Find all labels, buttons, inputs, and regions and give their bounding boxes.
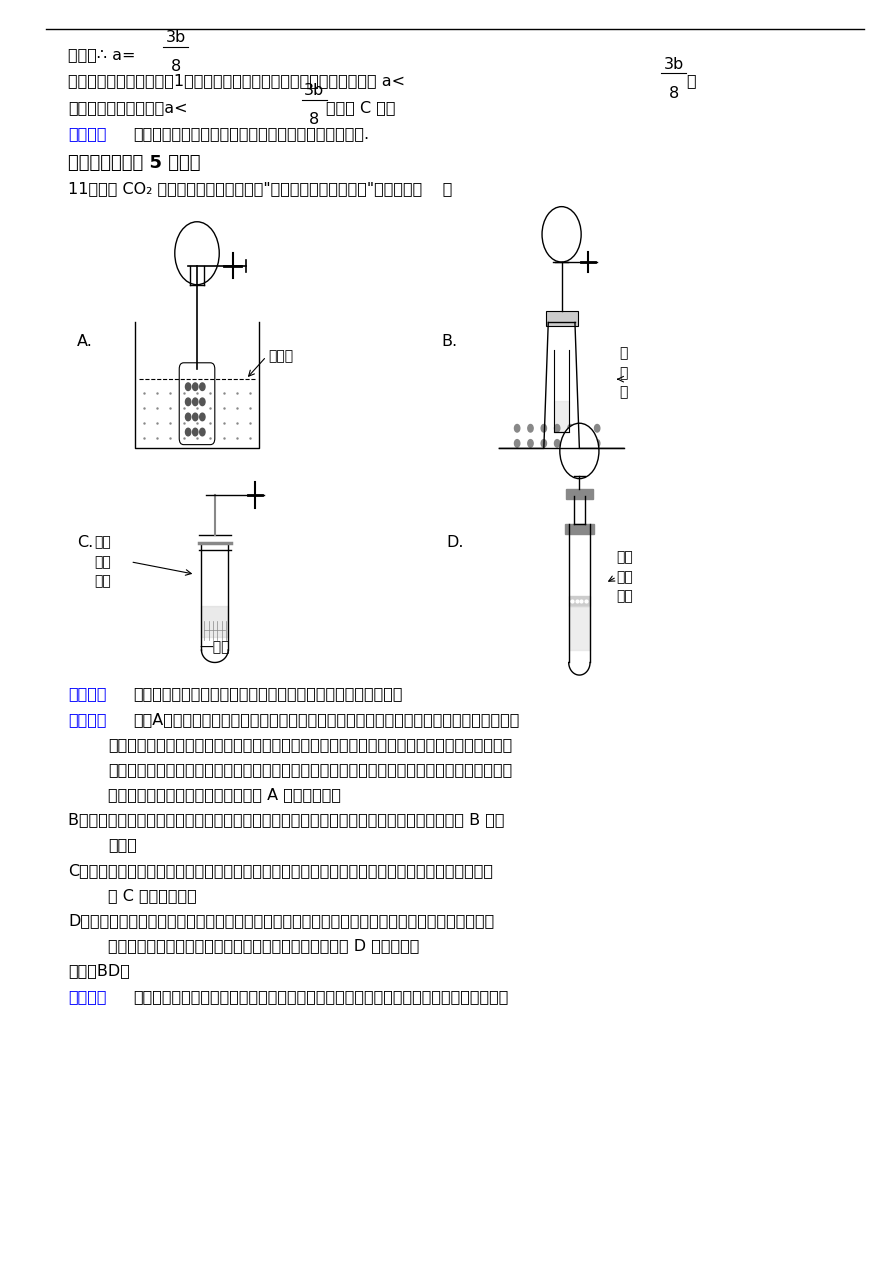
Text: 也无法压入长颈漏斗，故无法控制反应的发生和停止，故 D 符合题意。: 也无法压入长颈漏斗，故无法控制反应的发生和停止，故 D 符合题意。: [108, 939, 419, 953]
Text: 多孔
塑料
隔板: 多孔 塑料 隔板: [616, 550, 633, 603]
Circle shape: [582, 439, 587, 447]
Polygon shape: [566, 488, 592, 498]
Text: C、该装置将固体放于铜网上，铜网放入液体，反应生成气体，将铜网拉出，固液分离，反应停止，: C、该装置将固体放于铜网上，铜网放入液体，反应生成气体，将铜网拉出，固液分离，反…: [68, 863, 493, 878]
Circle shape: [186, 428, 191, 435]
Text: 二．多选题（共 5 小题）: 二．多选题（共 5 小题）: [68, 154, 201, 172]
Text: 本题难度较大，涉及了过量性反应的计算及分类讨论法.: 本题难度较大，涉及了过量性反应的计算及分类讨论法.: [133, 126, 369, 141]
Text: A.: A.: [77, 334, 93, 348]
Text: 综合上面的两种情况：a<: 综合上面的两种情况：a<: [68, 100, 187, 115]
Circle shape: [193, 382, 198, 390]
Text: 平同时与大理石接触，发生化学反应。所以该装置可以通过控制弹簧夹来达到使盐酸和大理石分: 平同时与大理石接触，发生化学反应。所以该装置可以通过控制弹簧夹来达到使盐酸和大理…: [108, 762, 512, 777]
Text: 干燥管: 干燥管: [268, 350, 293, 363]
Text: 11．下列 CO₂ 的制备装置中，不能起到"能控制反应发生和停止"效果的是（    ）: 11．下列 CO₂ 的制备装置中，不能起到"能控制反应发生和停止"效果的是（ ）: [68, 182, 452, 197]
Text: 3b: 3b: [304, 83, 325, 98]
Text: B、固体放在大试管中酸放在小试管中，酸和固体不能分离，故无法控制反应发生和停止，故 B 符合: B、固体放在大试管中酸放在小试管中，酸和固体不能分离，故无法控制反应发生和停止，…: [68, 813, 505, 828]
Circle shape: [568, 424, 574, 432]
Polygon shape: [202, 606, 228, 637]
Text: 。: 。: [686, 73, 696, 88]
Text: 故 C 不符合题意；: 故 C 不符合题意；: [108, 888, 197, 902]
Text: 根据实际操作分析装置是否具有控制反应的发生和停止的效果。: 根据实际操作分析装置是否具有控制反应的发生和停止的效果。: [133, 687, 402, 702]
Text: D、大理石反放于隔板上，通过长颈漏斗添加液体，长颈漏斗下端在液面以上，即使夹上弹簧夹液体: D、大理石反放于隔板上，通过长颈漏斗添加液体，长颈漏斗下端在液面以上，即使夹上弹…: [68, 914, 494, 928]
Circle shape: [594, 439, 599, 447]
Polygon shape: [569, 596, 590, 606]
Text: D.: D.: [446, 535, 464, 550]
Circle shape: [528, 439, 533, 447]
Circle shape: [582, 424, 587, 432]
Circle shape: [193, 413, 198, 420]
Text: 【分析】: 【分析】: [68, 687, 106, 702]
Circle shape: [200, 428, 205, 435]
Text: 小
试
管: 小 试 管: [619, 346, 628, 399]
Circle shape: [568, 439, 574, 447]
Text: 故选：BD。: 故选：BD。: [68, 963, 130, 978]
Circle shape: [200, 398, 205, 405]
Text: 解：A、用弹簧夹夹住橡胶管时气体排不出去，球形瓶中的气体压强变大从而迫使稀盐酸排: 解：A、用弹簧夹夹住橡胶管时气体排不出去，球形瓶中的气体压强变大从而迫使稀盐酸排: [133, 712, 519, 727]
Circle shape: [528, 424, 533, 432]
Circle shape: [542, 207, 582, 262]
Text: 8: 8: [170, 59, 181, 74]
Circle shape: [193, 428, 198, 435]
Text: 3b: 3b: [664, 57, 684, 72]
Text: 当氧气过量时反应仍按（1）进行，反应前后气体分子总数不变，则此时 a<: 当氧气过量时反应仍按（1）进行，反应前后气体分子总数不变，则此时 a<: [68, 73, 405, 88]
Circle shape: [515, 439, 520, 447]
Circle shape: [515, 424, 520, 432]
Circle shape: [186, 413, 191, 420]
Text: 出干燥管并与大理石分离，反应停止。放开弹簧夹时，稀盐酸进入干燥管，并和烧杯中的液面相: 出干燥管并与大理石分离，反应停止。放开弹簧夹时，稀盐酸进入干燥管，并和烧杯中的液…: [108, 737, 512, 752]
Text: ，应选 C 项。: ，应选 C 项。: [326, 100, 395, 115]
Text: 8: 8: [668, 86, 679, 101]
Circle shape: [560, 423, 599, 478]
Polygon shape: [555, 400, 569, 432]
Polygon shape: [569, 606, 590, 650]
Text: —铜网: —铜网: [200, 640, 230, 655]
Text: B.: B.: [442, 334, 458, 348]
Text: 可求出∴ a=: 可求出∴ a=: [68, 47, 136, 62]
Circle shape: [594, 424, 599, 432]
Circle shape: [186, 382, 191, 390]
Text: 可抽
动的
铜丝: 可抽 动的 铜丝: [95, 535, 112, 588]
FancyBboxPatch shape: [179, 362, 215, 444]
Circle shape: [200, 382, 205, 390]
Circle shape: [175, 222, 219, 285]
Circle shape: [555, 424, 560, 432]
Text: 离，从而控制反应的发生和停止，故 A 不符合题意；: 离，从而控制反应的发生和停止，故 A 不符合题意；: [108, 787, 341, 803]
Text: 3b: 3b: [166, 30, 186, 45]
Text: 通过回答本题掌握了控制反应的发生和停止的实验装置的设计方法，培养了学生分析解决: 通过回答本题掌握了控制反应的发生和停止的实验装置的设计方法，培养了学生分析解决: [133, 988, 508, 1003]
Circle shape: [186, 398, 191, 405]
Text: 【点评】: 【点评】: [68, 126, 106, 141]
Text: 【解答】: 【解答】: [68, 712, 106, 727]
Circle shape: [541, 424, 547, 432]
Circle shape: [200, 413, 205, 420]
Polygon shape: [566, 524, 593, 534]
Text: 题意；: 题意；: [108, 838, 137, 853]
Circle shape: [541, 439, 547, 447]
Text: 【点评】: 【点评】: [68, 988, 106, 1003]
Circle shape: [555, 439, 560, 447]
Text: C.: C.: [77, 535, 94, 550]
Text: 8: 8: [310, 112, 319, 127]
Circle shape: [193, 398, 198, 405]
Bar: [546, 312, 578, 327]
